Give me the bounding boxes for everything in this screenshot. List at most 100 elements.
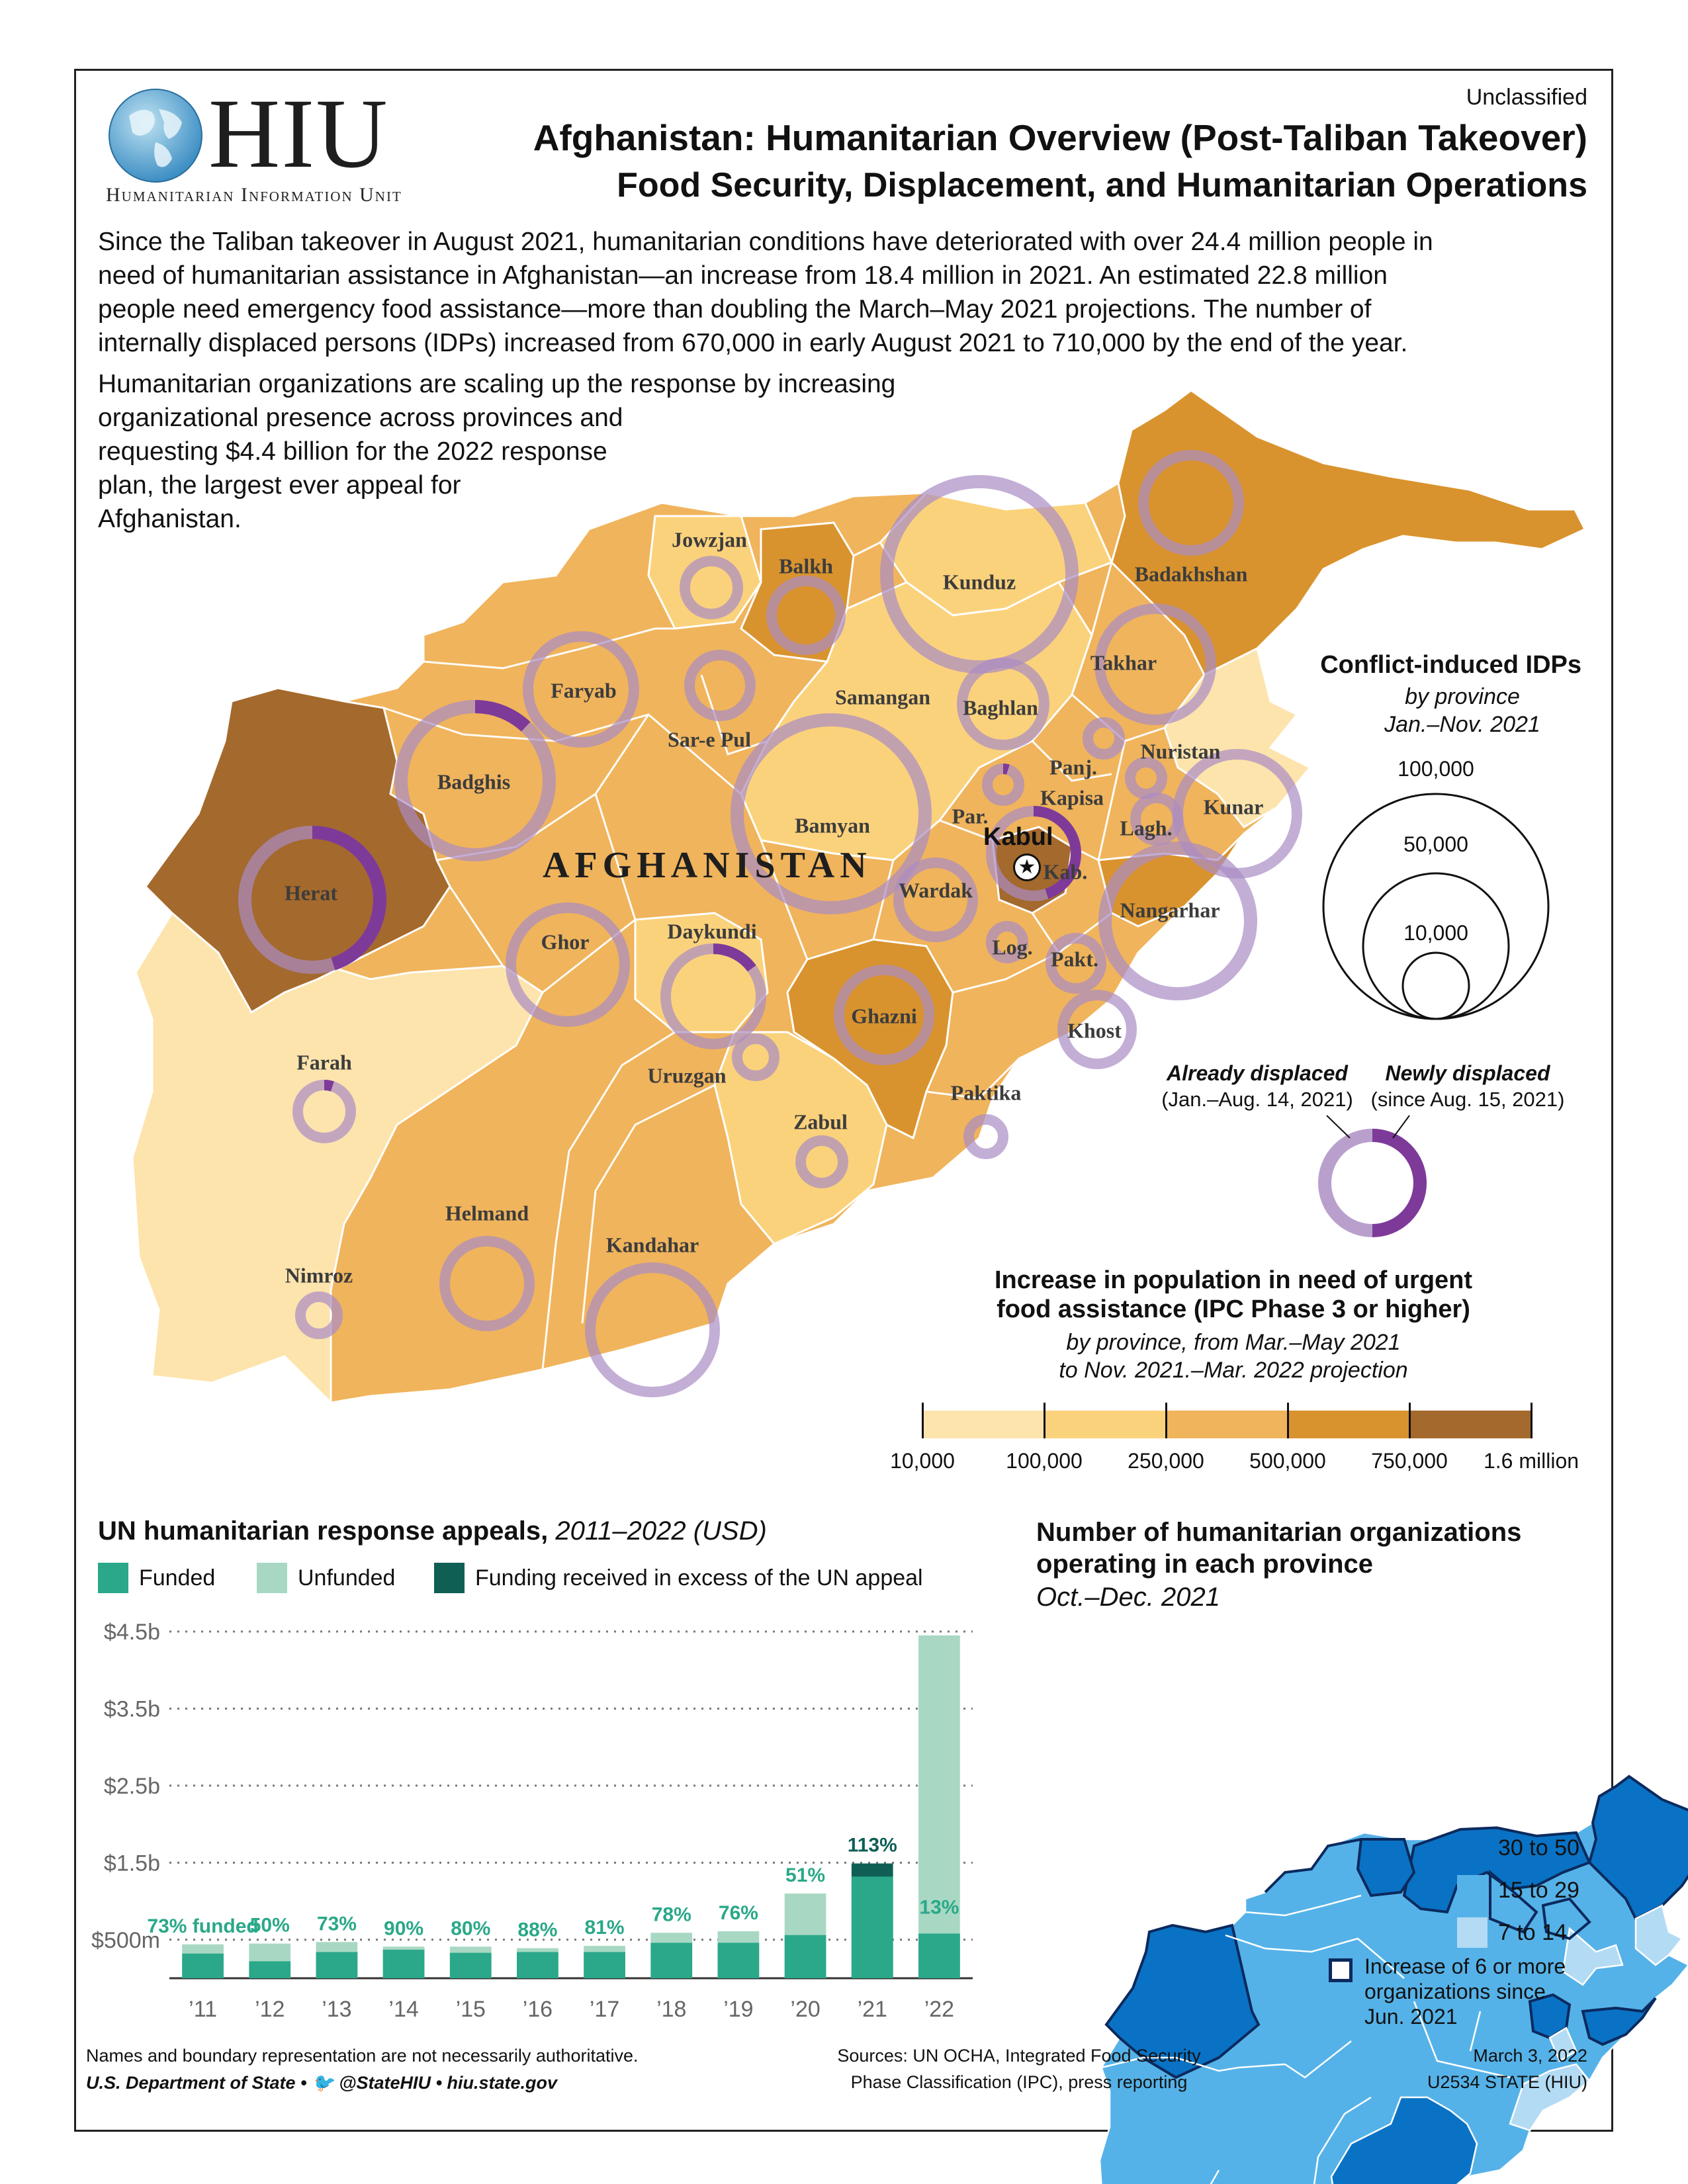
ipc-break-labels: 10,000 100,000 250,000 500,000 750,000 1.6 mi… xyxy=(890,1449,1579,1475)
idp-circle xyxy=(1094,603,1216,725)
province-label: Bamyan xyxy=(795,813,870,838)
ipc-tick xyxy=(1287,1403,1289,1438)
province-label: Uruzgan xyxy=(647,1063,727,1088)
orgs-increase-label: organizations since xyxy=(1364,1980,1546,2003)
ipc-legend-title1: Increase in population in need of urgent xyxy=(994,1266,1473,1294)
badakhshan-region xyxy=(1110,389,1587,677)
page-title: Afghanistan: Humanitarian Overview (Post… xyxy=(533,117,1587,158)
bullet-separator: • xyxy=(300,2073,312,2093)
idp-newly-arc xyxy=(312,826,386,971)
zabul-region xyxy=(713,1031,888,1245)
orgs-period: Oct.–Dec. 2021 xyxy=(1036,1583,1220,1612)
idp-circle xyxy=(766,576,846,655)
ipc-break-label: 500,000 xyxy=(1249,1449,1326,1473)
idp-legend-sub2: Jan.–Nov. 2021 xyxy=(1384,712,1540,737)
country-label: AFGHANISTAN xyxy=(543,845,872,886)
province-label: Zabul xyxy=(793,1110,848,1134)
province-label: Lagh. xyxy=(1120,816,1173,840)
province-label: Takhar xyxy=(1090,650,1157,675)
already-displaced-label: Already displaced xyxy=(1167,1061,1348,1085)
idp-circle xyxy=(1125,757,1167,799)
orgs-legend-label: 30 to 50 xyxy=(1498,1835,1579,1860)
idp-circle xyxy=(1045,933,1106,994)
hiu-logo: HIU Humanitarian Information Unit xyxy=(106,79,450,212)
province-label: Faryab xyxy=(551,678,617,703)
orgs-increase-swatch xyxy=(1329,1958,1353,1982)
intro-line: need of humanitarian assistance in Afgha… xyxy=(98,261,1388,290)
orgs-legend-label: 7 to 14 xyxy=(1498,1919,1567,1945)
province-label: Kunar xyxy=(1203,795,1264,819)
province-label: Herat xyxy=(285,881,337,905)
idp-circle xyxy=(893,857,978,942)
province-label: Pakt. xyxy=(1051,947,1098,971)
intro-line: Since the Taliban takeover in August 202… xyxy=(98,228,1433,256)
capital-star-icon: ★ xyxy=(1013,853,1041,881)
page-subtitle: Food Security, Displacement, and Humanit… xyxy=(617,166,1587,204)
idp-size-label: 100,000 xyxy=(1398,757,1474,781)
ipc-color-swatch xyxy=(1409,1411,1531,1438)
ipc-tick xyxy=(1044,1403,1045,1438)
ipc-tick xyxy=(1165,1403,1167,1438)
idp-newly-arc xyxy=(474,700,531,732)
province-label: Kapisa xyxy=(1040,785,1104,810)
footer-site[interactable]: hiu.state.gov xyxy=(447,2073,558,2093)
ipc-break-label: 10,000 xyxy=(890,1449,955,1473)
idp-newly-arc xyxy=(1033,806,1081,899)
ipc-color-swatch xyxy=(922,1411,1044,1438)
ipc-break-label: 1.6 million xyxy=(1483,1449,1579,1473)
legend-label: Funded xyxy=(139,1565,216,1591)
idp-circles xyxy=(238,450,1302,1397)
province-label: Kandahar xyxy=(605,1233,699,1257)
idp-size-label: 50,000 xyxy=(1403,832,1468,856)
legend-excess: Funding received in excess of the UN app… xyxy=(434,1563,923,1593)
legend-swatch xyxy=(257,1563,287,1593)
intro-line: people need emergency food assistance—mo… xyxy=(98,295,1372,324)
idp-newly-arc xyxy=(713,943,756,972)
idp-circle xyxy=(439,1236,535,1331)
capital-label: Kabul xyxy=(983,823,1053,851)
idp-circle xyxy=(506,902,630,1027)
province-label: Kunduz xyxy=(942,570,1016,594)
legend-swatch xyxy=(98,1563,128,1593)
globe-icon xyxy=(109,89,202,183)
legend-funded: Funded xyxy=(98,1563,215,1593)
footer-twitter[interactable]: @StateHIU xyxy=(339,2073,431,2093)
province-label: Nimroz xyxy=(285,1263,353,1288)
ipc-color-swatch xyxy=(1288,1411,1409,1438)
province-label: Badakhshan xyxy=(1134,562,1248,586)
province-label: Samangan xyxy=(834,685,931,709)
idp-legend-title: Conflict-induced IDPs xyxy=(1320,651,1581,679)
province-label: Par. xyxy=(952,804,989,828)
idp-circle xyxy=(834,965,934,1065)
idp-circle xyxy=(1098,842,1257,1000)
page-frame xyxy=(74,69,1613,2132)
province-label: Sar-e Pul xyxy=(668,727,751,752)
province-label: Kab. xyxy=(1043,859,1088,884)
orgs-increase-label: Jun. 2021 xyxy=(1364,2005,1458,2029)
ipc-legend-title2: food assistance (IPC Phase 3 or higher) xyxy=(997,1295,1470,1323)
intro-line: organizational presence across provinces… xyxy=(98,404,623,432)
legend-unfunded: Unfunded xyxy=(257,1563,395,1593)
ipc-tick xyxy=(1531,1403,1533,1438)
orgs-legend-swatch xyxy=(1457,1833,1488,1863)
ipc-color-scale xyxy=(922,1403,1533,1438)
footer-note: Names and boundary representation are no… xyxy=(86,2046,639,2066)
ghazni-region xyxy=(786,938,954,1140)
idp-newly-arc xyxy=(324,1080,334,1092)
footer-dept: U.S. Department of State xyxy=(86,2073,296,2093)
province-label: Badghis xyxy=(437,769,511,794)
province-label: Ghazni xyxy=(851,1004,917,1028)
province-label: Wardak xyxy=(898,878,973,902)
orgs-increase-label: Increase of 6 or more xyxy=(1364,1954,1566,1978)
ipc-tick xyxy=(922,1403,924,1438)
footer-credit: U.S. Department of State • 🐦 @StateHIU •… xyxy=(86,2072,557,2093)
province-label: Farah xyxy=(296,1050,352,1074)
orgs-legend-swatch xyxy=(1457,1917,1488,1948)
intro-line: internally displaced persons (IDPs) incr… xyxy=(98,329,1408,357)
orgs-legend-item: 15 to 29 xyxy=(1457,1875,1579,1905)
idp-circle xyxy=(295,1291,343,1339)
twitter-icon: 🐦 xyxy=(312,2073,334,2093)
ipc-legend-sub1: by province, from Mar.–May 2021 xyxy=(1066,1330,1401,1355)
